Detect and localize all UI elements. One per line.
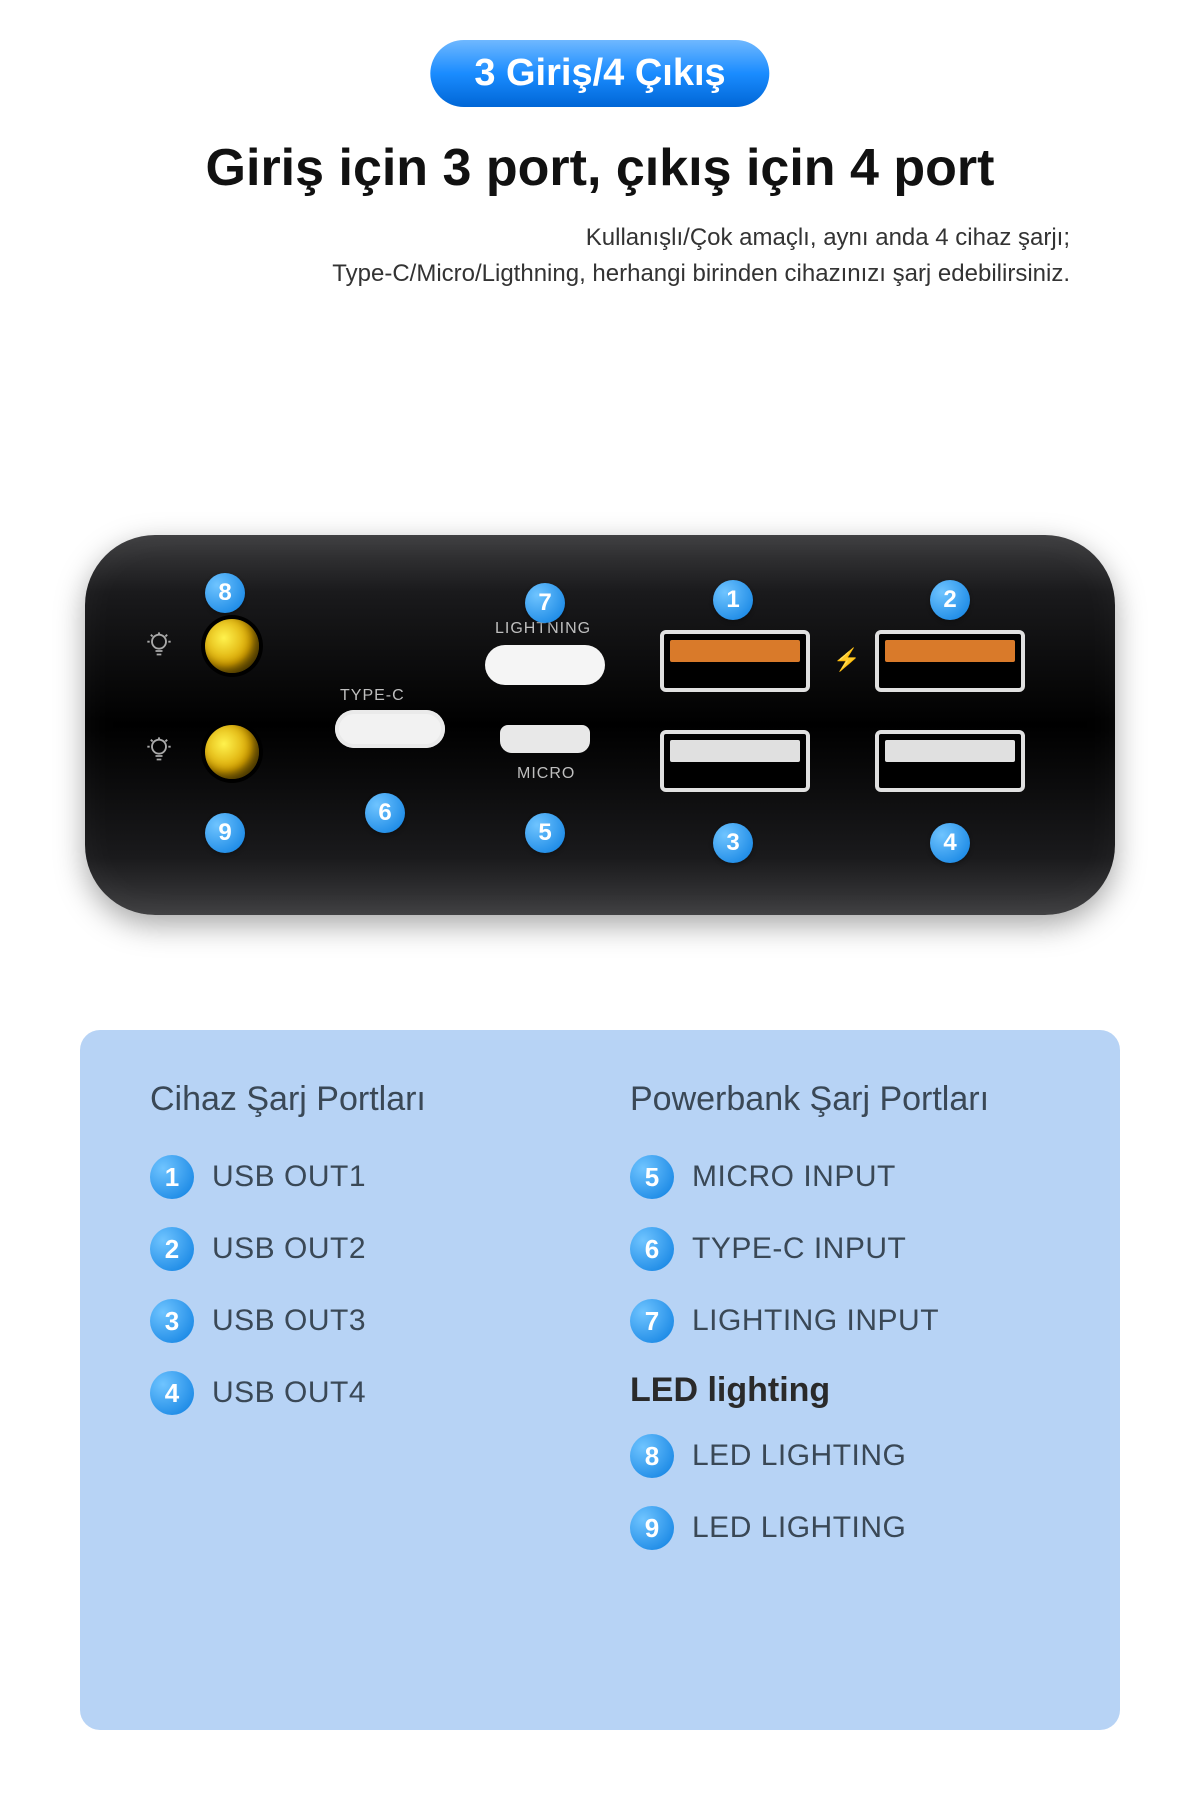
description: Kullanışlı/Çok amaçlı, aynı anda 4 cihaz… <box>332 220 1070 292</box>
legend-col-output: Cihaz Şarj Portları 1USB OUT1 2USB OUT2 … <box>150 1080 570 1680</box>
legend-label: MICRO INPUT <box>692 1160 896 1194</box>
legend-item: 3 USB OUT3 <box>150 1299 570 1343</box>
label-micro: MICRO <box>517 765 575 783</box>
label-typec: TYPE-C <box>340 687 405 705</box>
legend-num: 3 <box>150 1299 194 1343</box>
legend-title-output: Cihaz Şarj Portları <box>150 1080 570 1119</box>
legend-label: USB OUT2 <box>212 1232 366 1266</box>
legend-item: 2 USB OUT2 <box>150 1227 570 1271</box>
led-knob-1 <box>205 619 259 673</box>
marker-9: 9 <box>205 813 245 853</box>
port-usb-3 <box>660 730 810 792</box>
legend-label: LIGHTING INPUT <box>692 1304 939 1338</box>
port-usb-4 <box>875 730 1025 792</box>
powerbank-device: ⚡ LIGHTNING TYPE-C MICRO 8 9 7 6 5 1 2 3… <box>85 535 1115 915</box>
bulb-icon <box>145 630 173 658</box>
marker-5: 5 <box>525 813 565 853</box>
marker-8: 8 <box>205 573 245 613</box>
legend-label: TYPE-C INPUT <box>692 1232 906 1266</box>
marker-6: 6 <box>365 793 405 833</box>
desc-line2: Type-C/Micro/Ligthning, herhangi birinde… <box>332 256 1070 292</box>
port-usb-1 <box>660 630 810 692</box>
legend-item: 5 MICRO INPUT <box>630 1155 1050 1199</box>
bulb-icon <box>145 735 173 763</box>
port-usb-2 <box>875 630 1025 692</box>
legend-num: 5 <box>630 1155 674 1199</box>
legend-num: 9 <box>630 1506 674 1550</box>
port-typec <box>335 710 445 748</box>
legend-num: 8 <box>630 1434 674 1478</box>
marker-3: 3 <box>713 823 753 863</box>
legend-num: 4 <box>150 1371 194 1415</box>
legend-label: LED LIGHTING <box>692 1511 906 1545</box>
legend-col-input: Powerbank Şarj Portları 5 MICRO INPUT 6 TY… <box>630 1080 1050 1680</box>
legend-item: 9 LED LIGHTING <box>630 1506 1050 1550</box>
legend-num: 2 <box>150 1227 194 1271</box>
desc-line1: Kullanışlı/Çok amaçlı, aynı anda 4 cihaz… <box>332 220 1070 256</box>
legend-panel: Cihaz Şarj Portları 1USB OUT1 2USB OUT2 … <box>80 1030 1120 1730</box>
legend-item: 4 USB OUT4 <box>150 1371 570 1415</box>
legend-label: USB OUT3 <box>212 1304 366 1338</box>
badge-pill: 3 Giriş/4 Çıkış <box>430 40 769 107</box>
marker-7: 7 <box>525 583 565 623</box>
port-micro <box>500 725 590 753</box>
marker-2: 2 <box>930 580 970 620</box>
marker-4: 4 <box>930 823 970 863</box>
legend-item: 8 LED LIGHTING <box>630 1434 1050 1478</box>
port-lightning <box>485 645 605 685</box>
legend-title-led: LED lighting <box>630 1371 1050 1410</box>
fastcharge-icon: ⚡ <box>833 647 860 673</box>
legend-num: 7 <box>630 1299 674 1343</box>
legend-label: LED LIGHTING <box>692 1439 906 1473</box>
marker-1: 1 <box>713 580 753 620</box>
legend-label: USB OUT1 <box>212 1160 366 1194</box>
legend-title-input: Powerbank Şarj Portları <box>630 1080 1050 1119</box>
legend-label: USB OUT4 <box>212 1376 366 1410</box>
legend-num: 6 <box>630 1227 674 1271</box>
legend-num: 1 <box>150 1155 194 1199</box>
legend-item: 1 USB OUT1 <box>150 1155 570 1199</box>
led-knob-2 <box>205 725 259 779</box>
legend-item: 7 LIGHTING INPUT <box>630 1299 1050 1343</box>
main-title: Giriş için 3 port, çıkış için 4 port <box>0 138 1200 198</box>
legend-item: 6 TYPE-C INPUT <box>630 1227 1050 1271</box>
